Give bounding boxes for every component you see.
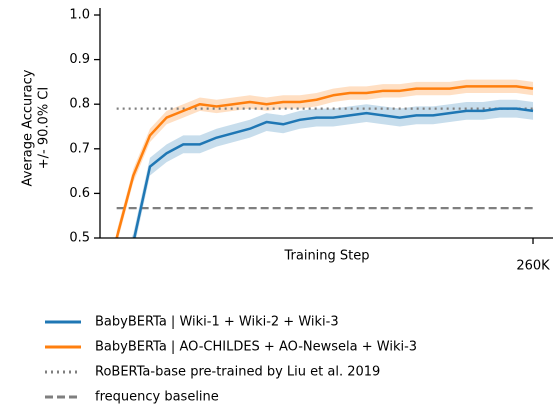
legend-label: BabyBERTa | AO-CHILDES + AO-Newsela + Wi… bbox=[95, 340, 417, 355]
y-axis-label: Average Accuracy bbox=[21, 69, 36, 186]
y-tick-label: 0.8 bbox=[69, 97, 90, 112]
legend-label: BabyBERTa | Wiki-1 + Wiki-2 + Wiki-3 bbox=[95, 315, 339, 330]
series-line bbox=[133, 107, 534, 238]
y-tick-label: 0.5 bbox=[69, 231, 90, 246]
x-tick-label: 260K bbox=[516, 259, 550, 274]
legend-label: frequency baseline bbox=[95, 390, 219, 405]
y-tick-label: 1.0 bbox=[69, 8, 90, 23]
y-axis-label: +/- 90.0% CI bbox=[37, 87, 52, 169]
series-line bbox=[115, 85, 534, 238]
x-axis-label: Training Step bbox=[283, 249, 369, 264]
y-tick-label: 0.7 bbox=[69, 141, 90, 156]
plot-area bbox=[115, 79, 534, 238]
legend-label: RoBERTa-base pre-trained by Liu et al. 2… bbox=[95, 365, 380, 380]
y-tick-label: 0.6 bbox=[69, 186, 90, 201]
y-tick-label: 0.9 bbox=[69, 52, 90, 67]
